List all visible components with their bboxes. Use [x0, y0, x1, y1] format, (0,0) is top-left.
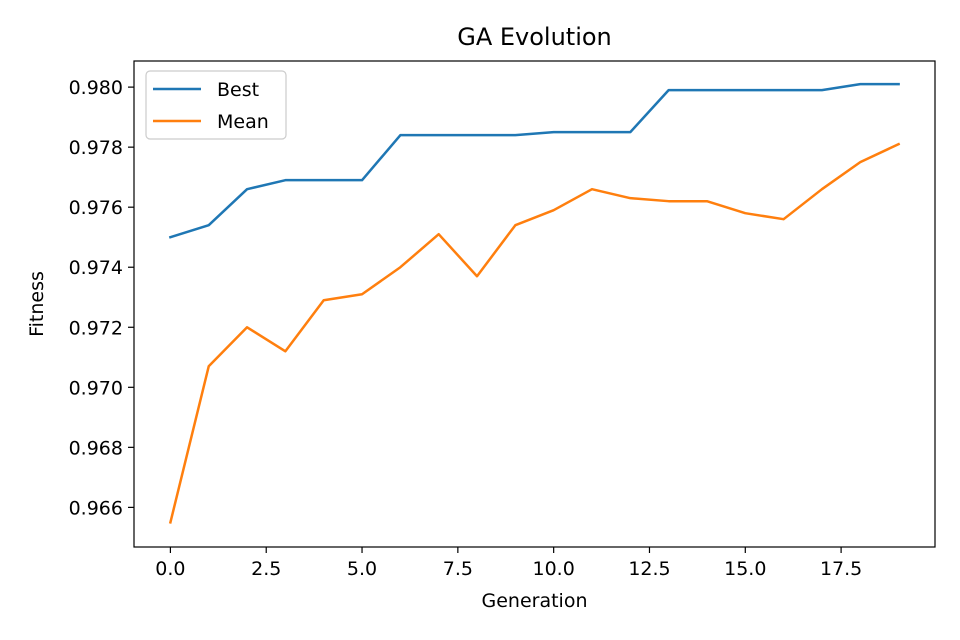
x-tick-label: 2.5 — [251, 558, 281, 580]
legend: Best Mean — [145, 70, 287, 140]
y-tick-label: 0.978 — [69, 137, 123, 159]
y-axis-label: Fitness — [26, 271, 48, 337]
x-tick-label: 10.0 — [533, 558, 575, 580]
chart-title: GA Evolution — [457, 23, 612, 51]
x-tick-label: 15.0 — [724, 558, 766, 580]
x-tick-label: 7.5 — [443, 558, 473, 580]
y-tick-label: 0.976 — [69, 197, 123, 219]
y-tick-label: 0.974 — [69, 257, 123, 279]
y-tick-label: 0.970 — [69, 377, 123, 399]
x-tick-label: 5.0 — [347, 558, 377, 580]
x-tick-label: 12.5 — [628, 558, 670, 580]
y-tick-label: 0.980 — [69, 77, 123, 99]
x-axis-label: Generation — [482, 590, 588, 612]
y-tick-label: 0.972 — [69, 317, 123, 339]
series-line-best — [168, 82, 900, 239]
x-tick-label: 0.0 — [155, 558, 185, 580]
plot-frame — [133, 60, 936, 548]
legend-label-mean: Mean — [217, 111, 269, 133]
series-layer — [168, 82, 901, 524]
legend-label-best: Best — [217, 79, 259, 101]
ticks-layer: 0.0 2.5 5.0 7.5 10.0 12.5 15.0 17.5 0.966 0.968 0.… — [69, 77, 863, 580]
y-tick-label: 0.966 — [69, 497, 123, 519]
y-tick-label: 0.968 — [69, 437, 123, 459]
series-line-mean — [168, 142, 901, 524]
x-tick-label: 17.5 — [820, 558, 862, 580]
